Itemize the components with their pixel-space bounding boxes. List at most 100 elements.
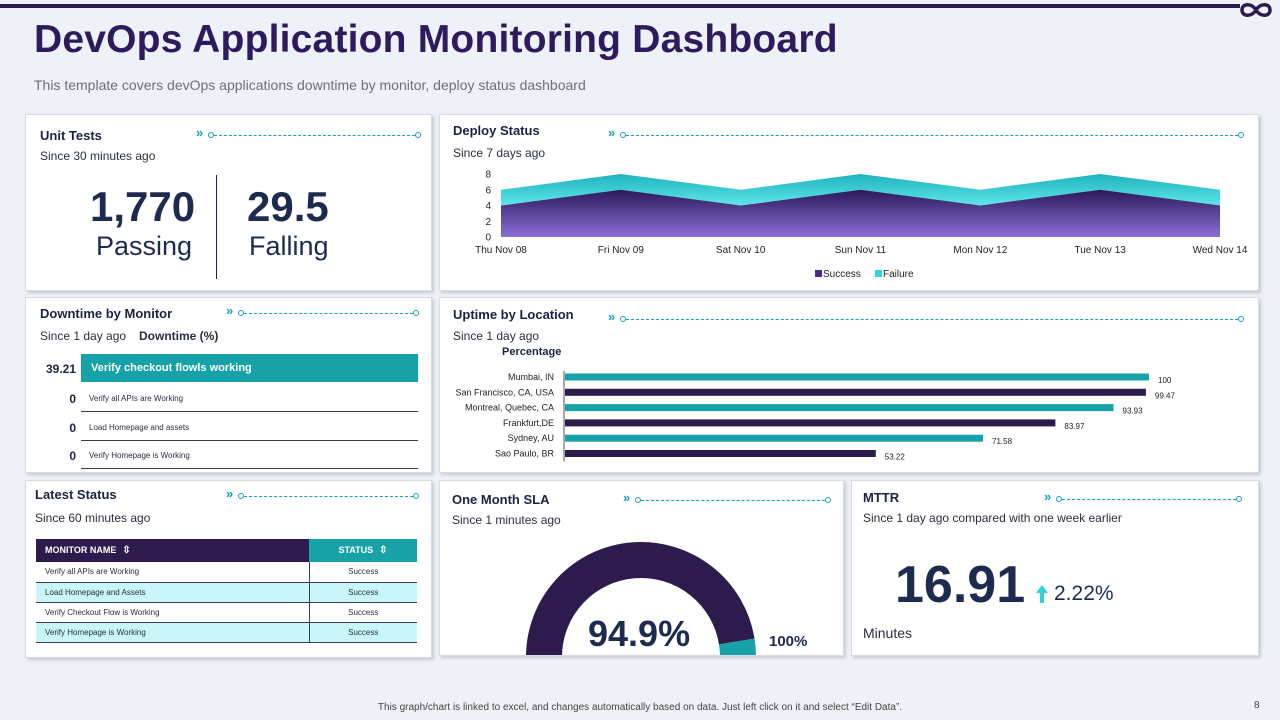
sla-card: One Month SLA » Since 1 minutes ago 94.9… <box>439 480 844 656</box>
downtime-row: 0 Verify all APIs are Working <box>40 384 418 412</box>
sort-icon[interactable]: ⇳ <box>379 545 388 557</box>
monitor-cell: Verify all APIs are Working <box>36 562 310 583</box>
x-tick-label: Sat Nov 10 <box>716 245 766 256</box>
decorative-divider: » <box>196 125 421 140</box>
downtime-monitor-label: Verify Homepage is Working <box>81 441 418 469</box>
sla-since: Since 1 minutes ago <box>452 513 561 527</box>
decorative-divider: » <box>608 309 1244 324</box>
deploy-status-chart: 0 2 4 6 8 Thu Nov 08 Fri Nov 09 Sat Nov 10 Sun N… <box>475 170 1248 281</box>
success-area <box>501 189 1220 237</box>
falling-value: 29.5 <box>247 183 329 230</box>
latest-status-since: Since 60 minutes ago <box>35 511 151 525</box>
y-tick-label: 2 <box>485 217 491 228</box>
monitor-cell: Verify Homepage is Working <box>36 622 310 643</box>
downtime-metric-label: Downtime (%) <box>139 329 219 343</box>
uptime-since: Since 1 day ago <box>453 329 540 343</box>
downtime-title: Downtime by Monitor <box>40 306 173 321</box>
uptime-value-label: 100 <box>1158 376 1172 385</box>
brand-logo-icon <box>1240 3 1272 17</box>
x-tick-label: Thu Nov 08 <box>475 245 527 256</box>
uptime-location-label: San Francisco, CA, USA <box>455 387 554 397</box>
deploy-status-since: Since 7 days ago <box>453 146 546 160</box>
sla-gauge-remainder-arc <box>718 638 756 655</box>
legend-swatch-success <box>815 270 822 277</box>
passing-value: 1,770 <box>90 183 196 230</box>
decorative-divider: » <box>226 486 419 501</box>
mttr-card: MTTR » Since 1 day ago compared with one… <box>851 480 1259 656</box>
column-header-status[interactable]: STATUS ⇳ <box>309 539 417 562</box>
monitor-cell: Load Homepage and Assets <box>36 582 310 603</box>
uptime-bar <box>565 388 1146 396</box>
footer-note: This graph/chart is linked to excel, and… <box>377 702 903 713</box>
x-tick-label: Tue Nov 13 <box>1075 245 1127 256</box>
downtime-card: Downtime by Monitor » Since 1 day ago Do… <box>25 297 432 473</box>
uptime-location-label: Frankfurt,DE <box>503 418 554 428</box>
uptime-value-label: 93.93 <box>1123 407 1144 416</box>
downtime-row: 39.21 Verify checkout flowls working <box>40 354 418 382</box>
uptime-location-label: Sydney, AU <box>508 433 554 443</box>
mttr-change: 2.22% <box>1054 582 1114 605</box>
vertical-divider <box>216 175 217 279</box>
uptime-value-label: 53.22 <box>885 453 906 462</box>
decorative-divider: » <box>1044 489 1242 504</box>
downtime-monitor-label: Verify checkout flowls working <box>81 354 418 382</box>
uptime-title: Uptime by Location <box>453 307 574 322</box>
uptime-bar <box>565 404 1114 412</box>
top-bar <box>0 4 1240 8</box>
sla-gauge-value-arc <box>526 542 755 655</box>
uptime-value-label: 71.58 <box>992 437 1013 446</box>
deploy-status-card: Deploy Status » Since 7 days ago 0 2 4 6 8 Th… <box>439 114 1259 291</box>
mttr-title: MTTR <box>863 490 900 505</box>
x-tick-label: Mon Nov 12 <box>953 245 1007 256</box>
monitor-cell: Verify Checkout Flow is Working <box>36 602 310 623</box>
legend-label-success: Success <box>823 269 861 280</box>
legend-swatch-failure <box>875 270 882 277</box>
latest-status-title: Latest Status <box>35 487 117 502</box>
status-cell: Success <box>309 582 417 603</box>
downtime-monitor-label: Verify all APIs are Working <box>81 384 418 412</box>
arrow-up-icon <box>1036 585 1048 603</box>
uptime-bar <box>565 450 876 457</box>
downtime-row: 0 Verify Homepage is Working <box>40 441 418 469</box>
page-number: 8 <box>1254 700 1260 711</box>
status-cell: Success <box>309 602 417 623</box>
page-title: DevOps Application Monitoring Dashboard <box>34 18 838 61</box>
downtime-value: 39.21 <box>45 362 76 376</box>
status-cell: Success <box>309 562 417 583</box>
unit-tests-since: Since 30 minutes ago <box>40 149 156 163</box>
uptime-value-label: 83.97 <box>1064 422 1085 431</box>
sla-max-label: 100% <box>769 633 808 650</box>
sort-icon[interactable]: ⇳ <box>122 545 131 557</box>
y-tick-label: 6 <box>485 185 491 196</box>
sla-value: 94.9% <box>588 613 691 654</box>
uptime-location-label: Mumbai, IN <box>508 372 554 382</box>
x-tick-label: Sun Nov 11 <box>835 245 887 256</box>
downtime-row: 0 Load Homepage and assets <box>40 413 418 441</box>
uptime-bar <box>565 434 984 442</box>
status-cell: Success <box>309 622 417 643</box>
mttr-value: 16.91 <box>895 556 1026 614</box>
y-tick-label: 8 <box>485 170 491 181</box>
falling-label: Falling <box>249 231 329 261</box>
sla-title: One Month SLA <box>452 492 550 507</box>
downtime-monitor-label: Load Homepage and assets <box>81 413 418 441</box>
latest-status-table: MONITOR NAME ⇳ STATUS ⇳ Verify all APIs ar… <box>36 539 417 643</box>
x-tick-label: Wed Nov 14 <box>1193 245 1248 256</box>
downtime-since: Since 1 day ago <box>40 329 127 343</box>
mttr-since: Since 1 day ago compared with one week e… <box>863 511 1122 525</box>
uptime-axis-title: Percentage <box>502 346 562 358</box>
table-row: Verify Checkout Flow is Working Success <box>36 602 417 623</box>
downtime-value: 0 <box>69 392 76 406</box>
uptime-value-label: 99.47 <box>1155 391 1176 400</box>
table-row: Verify all APIs are Working Success <box>36 562 417 583</box>
passing-label: Passing <box>96 231 193 261</box>
mttr-unit: Minutes <box>863 625 913 641</box>
decorative-divider: » <box>608 125 1244 140</box>
uptime-card: Uptime by Location » Since 1 day ago Per… <box>439 297 1259 473</box>
x-tick-label: Fri Nov 09 <box>598 245 645 256</box>
column-header-monitor[interactable]: MONITOR NAME ⇳ <box>36 539 310 562</box>
decorative-divider: » <box>226 303 419 318</box>
decorative-divider: » <box>623 490 831 505</box>
uptime-location-label: Sao Paulo, BR <box>495 449 555 459</box>
uptime-bar <box>565 373 1149 381</box>
